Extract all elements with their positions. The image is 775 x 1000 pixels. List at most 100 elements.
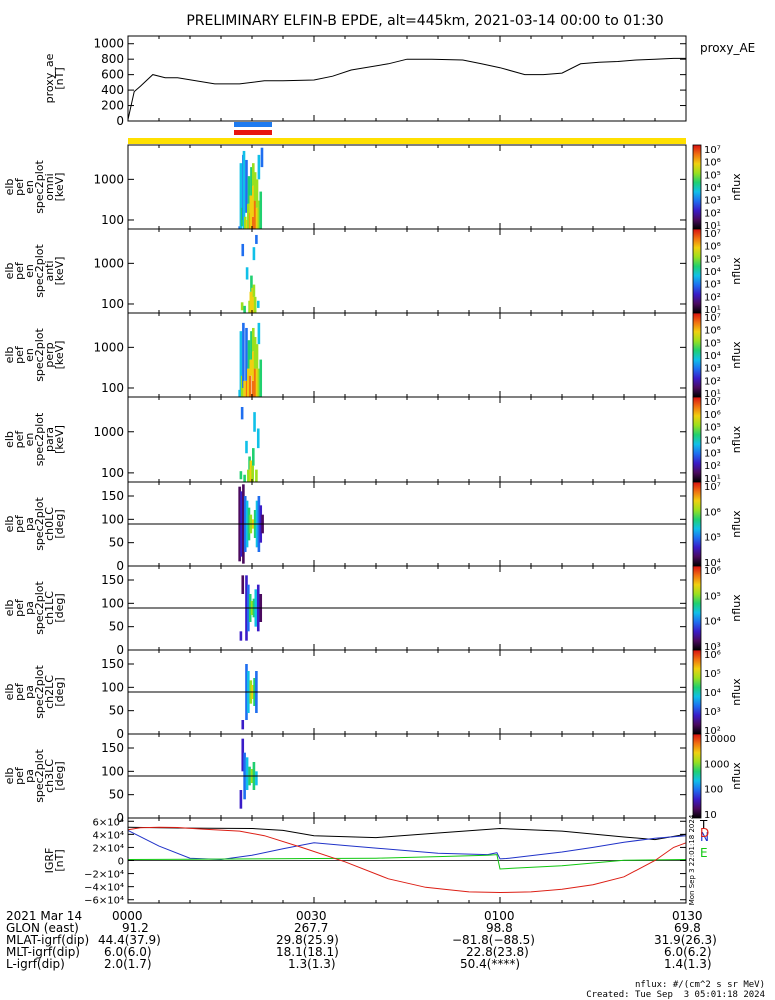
para-colorbar-tick-label: 10⁶ [704, 410, 721, 421]
omni-spectrogram-cell [245, 159, 248, 213]
ch0LC-ytick-label: 100 [101, 512, 124, 526]
para-spectrogram-cell [249, 460, 253, 482]
para-ytick-label: 1000 [93, 425, 124, 439]
ch2LC-ytick-label: 0 [116, 727, 124, 741]
ch0LC-colorbar-tick-label: 10⁵ [704, 533, 721, 544]
ephemeris-header-date: 2021 Mar 14 [6, 909, 83, 923]
anti-colorbar-tick-label: 10⁴ [704, 267, 721, 278]
perp-colorbar-tick-label: 10⁶ [704, 326, 721, 337]
ch1LC-ytick-label: 0 [116, 643, 124, 657]
omni-spectrogram-cell [255, 179, 259, 208]
para-frame [127, 396, 687, 483]
anti-colorbar-tick-label: 10³ [704, 280, 721, 291]
anti-ytick-label: 1000 [93, 256, 124, 270]
nflux-units-note: nflux: #/(cm^2 s sr MeV) [634, 980, 765, 990]
perp-spectrogram-cell [252, 351, 255, 381]
ch3LC-colorbar-tick-label: 100 [704, 785, 723, 796]
plot-panels: proxy_AE02004006008001000proxy_ae[nT]10⁷… [3, 35, 755, 907]
anti-ylabel: elbpefenspec2plotanti[keV] [3, 244, 66, 298]
para-colorbar-tick-label: 10⁴ [704, 436, 721, 447]
ch1LC-colorbar-tick-label: 10⁶ [704, 566, 721, 577]
perp-spectrogram-cell [255, 344, 259, 369]
anti-colorbar-tick-label: 10⁷ [704, 229, 721, 240]
anti-colorbar-label: nflux [730, 257, 743, 285]
omni-spectrogram-cell [253, 172, 257, 201]
ch3LC-ytick-label: 0 [116, 811, 124, 825]
ch3LC-colorbar [692, 733, 702, 819]
ephemeris-mlat-0030: 29.8(25.9) [276, 933, 339, 947]
omni-spectrogram-cell [260, 147, 264, 168]
perp-spectrogram-cell [253, 336, 257, 369]
omni-colorbar-tick-label: 10¹ [704, 221, 721, 232]
igrf-series-D [127, 826, 687, 894]
status-bar-blue [234, 122, 272, 127]
omni-ylabel: elbpefenspec2plotomni[keV] [3, 160, 66, 214]
ephemeris-mlt-0130: 6.0(6.2) [664, 945, 712, 959]
omni-colorbar-tick-label: 10⁷ [704, 145, 721, 156]
omni-spectrogram-cell [247, 176, 251, 204]
omni-colorbar [692, 144, 702, 230]
para-spectrogram-cell [251, 465, 254, 482]
ch2LC-ylabel: elbpefpaspec2plotch2LC[deg] [3, 665, 66, 719]
omni-spectrogram [238, 147, 264, 229]
igrf-series-T [127, 826, 687, 841]
ch3LC-spectrogram-cell [255, 771, 258, 786]
anti-spectrogram-cell [251, 287, 254, 313]
ephemeris-time-0030: 0030 [296, 909, 327, 923]
perp-colorbar-tick-label: 10¹ [704, 389, 721, 400]
perp-spectrogram-cell [257, 368, 261, 397]
anti-spectrogram-cell [256, 300, 260, 308]
proxy_ae-frame [127, 35, 687, 122]
omni-spectrogram-cell [252, 216, 255, 229]
ch2LC-colorbar-label: nflux [730, 678, 743, 706]
ephemeris-mlt-0000: 6.0(6.0) [104, 945, 152, 959]
omni-spectrogram-cell [239, 163, 243, 229]
anti-spectrogram-cell [243, 305, 246, 313]
igrf-ytick-label: −2×10⁴ [84, 870, 124, 881]
perp-colorbar-tick-label: 10⁴ [704, 351, 721, 362]
para-colorbar-tick-label: 10³ [704, 448, 721, 459]
ch1LC-ytick-label: 100 [101, 596, 124, 610]
ch2LC-colorbar-tick-label: 10⁶ [704, 650, 721, 661]
ch1LC-colorbar-tick-label: 10⁵ [704, 591, 721, 602]
proxy_ae-ytick-label: 600 [101, 68, 124, 82]
perp-spectrogram-cell [259, 359, 263, 397]
omni-colorbar-tick-label: 10⁵ [704, 170, 721, 181]
para-colorbar-tick-label: 10¹ [704, 474, 721, 485]
ephemeris-mlt-0030: 18.1(18.1) [276, 945, 339, 959]
proxy_ae-ytick-label: 400 [101, 83, 124, 97]
ch3LC-ytick-label: 50 [109, 788, 124, 802]
omni-colorbar-tick-label: 10⁶ [704, 158, 721, 169]
anti-spectrogram-cell [253, 296, 257, 313]
ephemeris-lshell-0130: 1.4(1.3) [664, 957, 712, 971]
perp-colorbar-tick-label: 10⁵ [704, 338, 721, 349]
perp-spectrogram-cell [255, 368, 259, 397]
para-spectrogram-cell [245, 440, 248, 454]
para-spectrogram-cell [252, 448, 255, 466]
ephemeris-header-lshell: L-igrf(dip) [6, 957, 65, 971]
ephemeris-header-mlat: MLAT-igrf(dip) [6, 933, 90, 947]
ephemeris-mlat-0130: 31.9(26.3) [654, 933, 717, 947]
para-colorbar [692, 396, 702, 483]
proxy_ae-ytick-label: 800 [101, 52, 124, 66]
ch0LC-colorbar-tick-label: 10⁷ [704, 482, 721, 493]
omni-ytick-label: 100 [101, 213, 124, 227]
ephemeris-glon-0100: 98.8 [486, 921, 513, 935]
ch3LC-ytick-label: 150 [101, 741, 124, 755]
perp-spectrogram-cell [250, 331, 253, 360]
para-spectrogram-cell [253, 412, 256, 432]
ch2LC-spectrogram-cell [241, 720, 245, 730]
omni-spectrogram-cell [257, 154, 261, 180]
perp-colorbar-tick-label: 10⁷ [704, 313, 721, 324]
perp-spectrogram-cell [257, 322, 261, 345]
ch0LC-colorbar-tick-label: 10⁴ [704, 558, 721, 569]
created-timestamp: Created: Tue Sep 3 05:01:18 2024 [586, 990, 765, 1000]
omni-spectrogram-cell [252, 163, 255, 186]
igrf-legend-D: D [700, 826, 709, 840]
perp-ylabel: elbpefenspec2plotperp[keV] [3, 328, 66, 382]
ephemeris-time-0100: 0100 [484, 909, 515, 923]
para-spectrogram [239, 406, 260, 482]
omni-spectrogram-cell [253, 200, 257, 229]
ch0LC-colorbar-label: nflux [730, 510, 743, 538]
perp-spectrogram-cell [239, 331, 243, 397]
